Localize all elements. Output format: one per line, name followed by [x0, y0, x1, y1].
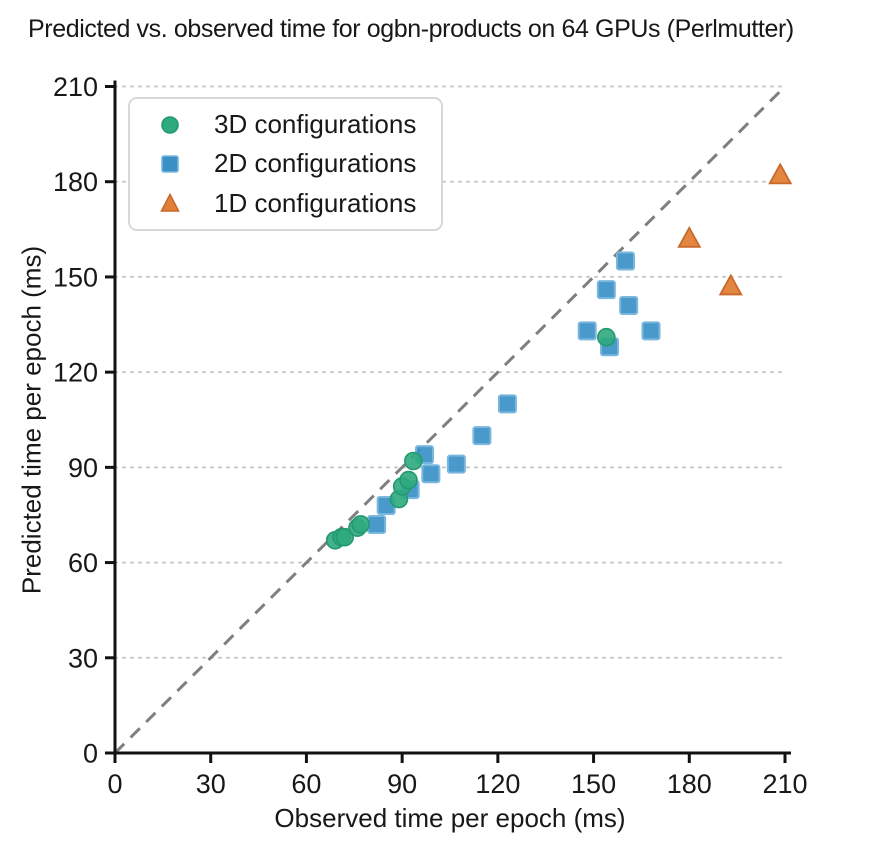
x-axis-label: Observed time per epoch (ms) — [274, 803, 626, 833]
x-tick-label: 90 — [387, 769, 417, 799]
y-tick-label: 210 — [53, 72, 98, 102]
square-marker-glyph — [161, 155, 179, 173]
data-point-circle — [399, 470, 418, 490]
circle-marker-icon — [161, 115, 179, 134]
legend: 3D configurations 2D configurations 1D c… — [128, 97, 443, 231]
data-point-square — [367, 514, 387, 534]
y-axis-label: Predicted time per epoch (ms) — [16, 245, 47, 595]
data-point-square — [446, 454, 466, 474]
legend-item-2d-configurations: 2D configurations — [130, 146, 441, 182]
y-tick-label: 30 — [68, 643, 98, 673]
data-point-circle — [597, 327, 616, 347]
data-point-square — [472, 426, 492, 446]
x-tick-label: 60 — [291, 769, 321, 799]
data-point-square — [596, 280, 616, 300]
legend-label: 1D configurations — [214, 187, 417, 218]
data-point-triangle — [677, 225, 702, 248]
x-tick-label: 120 — [475, 769, 520, 799]
y-tick-label: 60 — [68, 548, 98, 578]
y-tick-label: 120 — [53, 358, 98, 388]
data-point-circle — [404, 451, 423, 471]
square-marker-icon — [161, 155, 179, 173]
data-point-circle — [335, 527, 355, 547]
legend-label: 2D configurations — [214, 148, 417, 179]
data-point-square — [641, 321, 661, 341]
data-point-square — [497, 394, 517, 414]
triangle-marker-glyph — [160, 193, 180, 213]
y-tick-label: 180 — [53, 167, 98, 197]
identity-line — [113, 85, 787, 755]
data-point-triangle — [718, 273, 743, 296]
y-tick-label: 0 — [83, 739, 98, 769]
data-point-square — [577, 321, 597, 341]
circle-marker-glyph — [161, 115, 179, 134]
x-tick-label: 0 — [107, 769, 122, 799]
x-tick-label: 210 — [762, 769, 807, 799]
data-point-square — [421, 464, 441, 484]
triangle-marker-icon — [160, 193, 180, 213]
y-tick-label: 90 — [68, 453, 98, 483]
data-point-square — [615, 251, 635, 271]
legend-item-3d-configurations: 3D configurations — [130, 107, 441, 143]
data-point-triangle — [768, 162, 793, 185]
y-tick-label: 150 — [53, 262, 98, 292]
data-point-square — [619, 295, 639, 315]
legend-item-1d-configurations: 1D configurations — [130, 185, 441, 221]
chart-title: Predicted vs. observed time for ogbn-pro… — [28, 15, 794, 43]
x-tick-label: 180 — [667, 769, 712, 799]
x-tick-label: 30 — [196, 769, 226, 799]
x-tick-label: 150 — [571, 769, 616, 799]
data-point-circle — [351, 515, 370, 534]
legend-label: 3D configurations — [214, 109, 417, 140]
